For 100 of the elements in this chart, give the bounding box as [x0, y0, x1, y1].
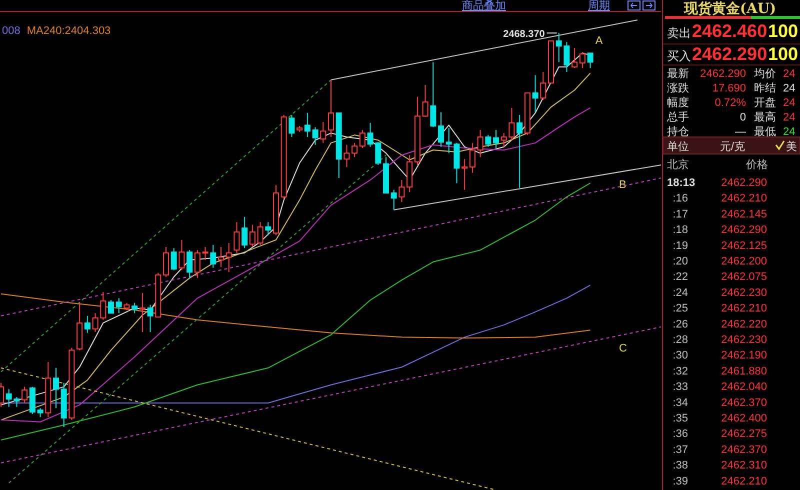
text: :32: [672, 365, 688, 378]
text: 持仓: [667, 126, 689, 138]
candlestick: [579, 51, 586, 69]
text: 2462.145: [721, 208, 767, 220]
text: 最高: [754, 110, 776, 124]
candlestick: [257, 222, 264, 246]
text: 24: [783, 112, 796, 124]
text: 元/克: [720, 140, 746, 153]
text: :20: [672, 256, 688, 268]
candlestick: [265, 222, 272, 236]
text: 0.72%: [714, 97, 746, 109]
candlestick: [53, 367, 59, 409]
text: 17.690: [712, 82, 746, 94]
text: :22: [672, 271, 688, 284]
candlestick: [163, 246, 169, 278]
candlestick: [178, 239, 185, 271]
candlestick: [344, 144, 350, 168]
candlestick: [249, 224, 256, 248]
text: 最新: [667, 67, 689, 80]
candlestick: [462, 158, 468, 190]
series-label: C: [619, 342, 627, 355]
candlestick: [422, 84, 428, 118]
text: :33: [672, 381, 688, 394]
text: 2462.210: [721, 302, 767, 315]
text: :16: [672, 192, 688, 205]
candlestick: [540, 72, 546, 100]
text: 24: [783, 97, 796, 109]
text: 2462.290: [700, 68, 746, 80]
text: 最低: [754, 126, 776, 138]
candlestick: [210, 244, 216, 268]
candlestick: [288, 114, 295, 138]
candlestick: [37, 408, 44, 418]
text: 价格: [745, 159, 768, 171]
text: 2462.125: [721, 240, 767, 252]
text: 2462.275: [721, 428, 767, 440]
text: 2462.290: [692, 44, 768, 64]
text: 总手: [666, 110, 689, 124]
text: 2462.290: [721, 177, 767, 189]
text: —: [735, 126, 746, 138]
text: :34: [672, 396, 688, 409]
series-label: B: [619, 179, 626, 192]
text: 2462.220: [721, 318, 767, 330]
text: :17: [672, 208, 688, 220]
text: 买入: [667, 49, 691, 63]
text: MA240:2404.303: [26, 25, 111, 37]
candlestick: [147, 304, 154, 333]
text: 24: [783, 82, 796, 94]
text: :37: [672, 444, 688, 456]
candlestick: [469, 142, 476, 174]
candlestick: [532, 74, 538, 113]
text: 幅度: [667, 96, 689, 109]
candlestick: [516, 114, 523, 188]
candlestick: [477, 129, 484, 158]
text: :25: [672, 302, 688, 315]
text: :24: [672, 286, 688, 299]
candlestick: [170, 248, 177, 271]
text: 2462.075: [721, 271, 767, 284]
text: 0: [740, 112, 746, 124]
text: 商品叠加: [462, 0, 506, 12]
candlestick: [84, 315, 90, 334]
candlestick: [218, 246, 224, 268]
annotation: 2468.370: [503, 29, 546, 40]
text: 24: [783, 68, 796, 80]
text: 卖出: [667, 26, 691, 40]
series-label: A: [595, 35, 604, 48]
text: :19: [672, 240, 688, 252]
text: 美: [786, 140, 797, 153]
candlestick: [186, 250, 193, 279]
text: 开盘: [754, 97, 776, 109]
candlestick: [352, 142, 358, 158]
candlestick: [22, 386, 28, 404]
text: 2462.400: [721, 412, 767, 424]
text: :28: [672, 334, 688, 346]
text: 周期: [588, 0, 610, 12]
candlestick: [390, 189, 397, 210]
text: 18:13: [667, 177, 696, 189]
text: 100: [768, 21, 798, 41]
candlestick: [226, 242, 232, 273]
text: :38: [672, 460, 688, 472]
text: 2461.880: [721, 365, 767, 378]
candlestick: [430, 62, 436, 128]
candlestick: [320, 122, 326, 144]
candlestick: [572, 47, 578, 69]
text: 2462.370: [721, 396, 767, 409]
candlestick: [234, 222, 240, 254]
text: 2462.310: [721, 460, 767, 472]
text: 北京: [667, 158, 689, 171]
text: :18: [672, 224, 688, 236]
candlestick: [304, 112, 310, 138]
text: 2462.460: [692, 21, 768, 41]
text: :36: [672, 428, 688, 440]
text: :39: [672, 475, 688, 488]
candlestick: [359, 129, 366, 149]
candlestick: [398, 179, 405, 203]
text: 均价: [753, 68, 776, 80]
text: 2462.210: [721, 475, 767, 488]
text: 现货黄金(AU): [682, 1, 776, 17]
text: 2462.370: [721, 444, 767, 456]
text: :26: [672, 318, 688, 330]
candlestick: [202, 246, 208, 260]
